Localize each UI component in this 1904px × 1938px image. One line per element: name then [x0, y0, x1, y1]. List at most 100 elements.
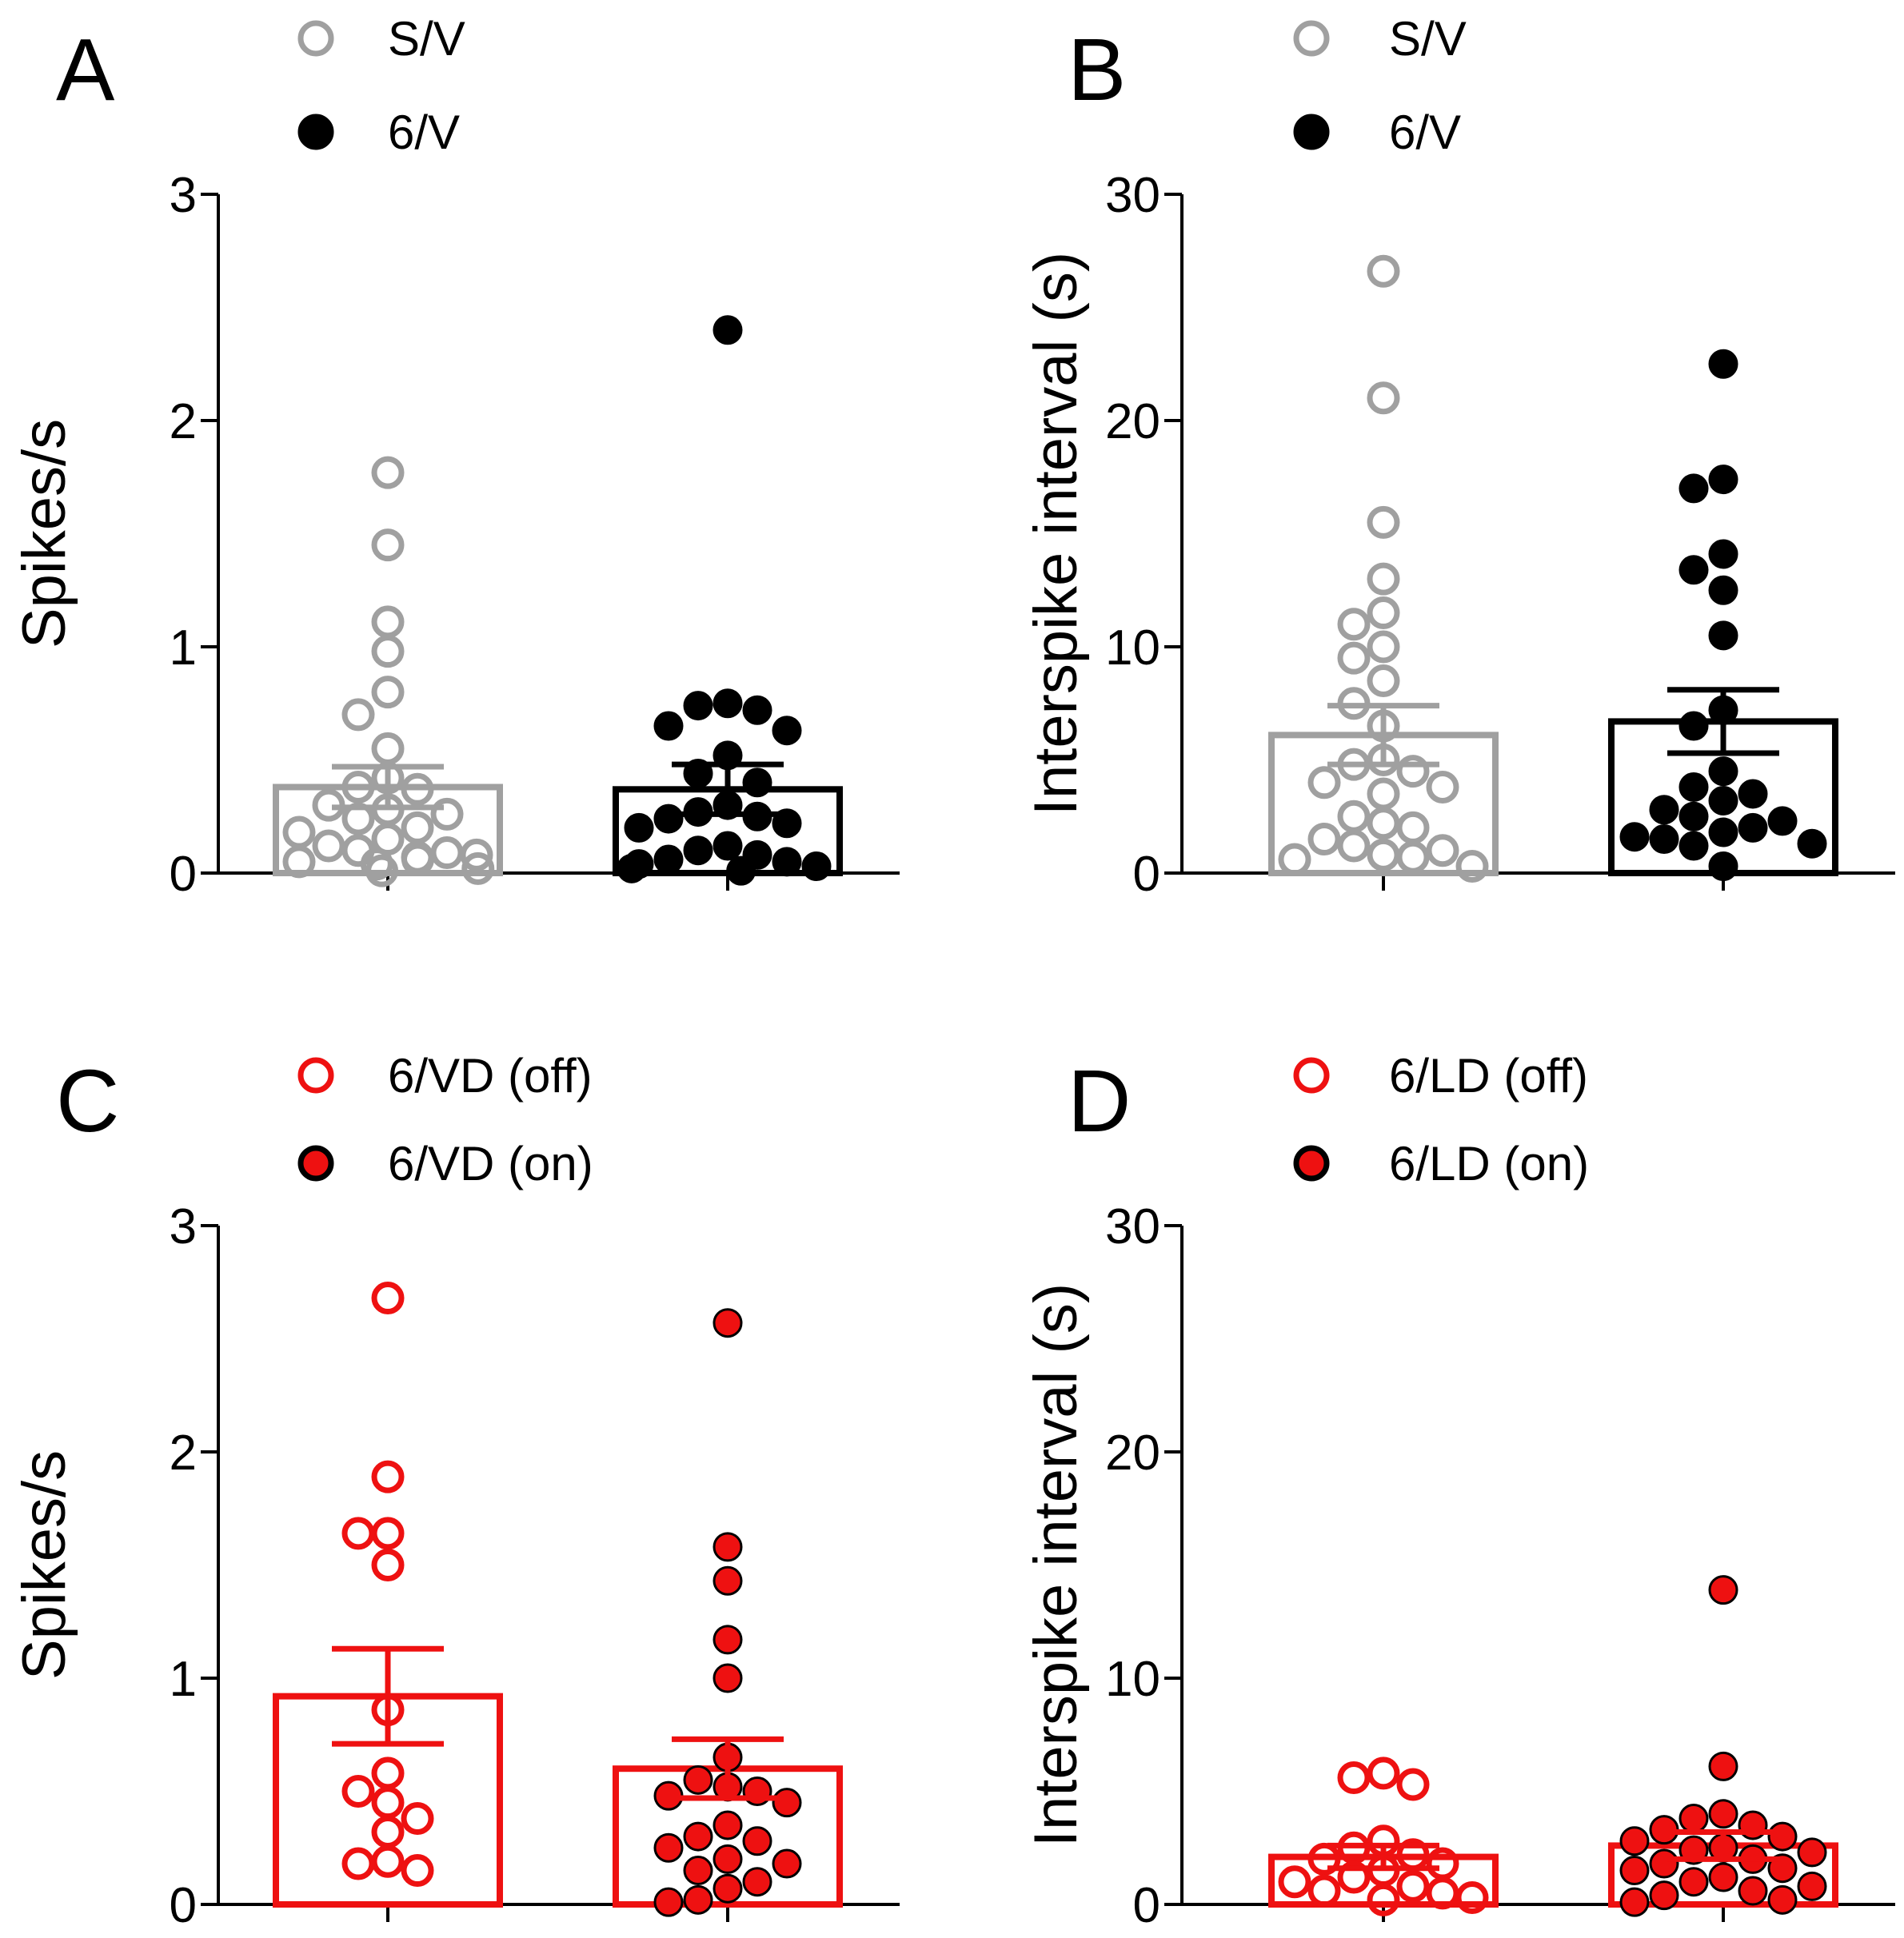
data-point — [744, 1828, 771, 1855]
data-point — [714, 1845, 741, 1872]
data-point — [1710, 1864, 1737, 1891]
legend-marker — [301, 1060, 331, 1091]
data-point — [773, 1850, 800, 1877]
y-tick-label: 30 — [1105, 1199, 1160, 1254]
data-point — [374, 1463, 401, 1490]
data-point — [345, 773, 372, 800]
y-tick-label: 30 — [1105, 168, 1160, 223]
data-point — [618, 855, 645, 882]
legend-marker — [301, 1148, 331, 1178]
data-point — [744, 696, 771, 724]
data-point — [1710, 853, 1737, 880]
data-point — [374, 735, 401, 762]
data-point — [315, 832, 342, 859]
data-point — [1710, 576, 1737, 604]
data-point — [1399, 1872, 1427, 1900]
data-point — [1710, 622, 1737, 649]
legend-label: 6/LD (off) — [1389, 1049, 1588, 1103]
data-point — [374, 1848, 401, 1875]
y-tick-label: 10 — [1105, 1652, 1160, 1707]
y-axis-title: Interspike interval (s) — [1022, 1283, 1090, 1847]
data-point — [714, 1812, 741, 1839]
data-point — [744, 769, 771, 796]
figure: ASpikes/s0123S/V6/VBInterspike interval … — [0, 0, 1904, 1938]
y-tick-label: 20 — [1105, 1426, 1160, 1481]
data-point — [374, 638, 401, 665]
data-point — [285, 848, 313, 875]
y-tick-label: 1 — [170, 1652, 197, 1707]
data-point — [1311, 769, 1338, 796]
data-point — [1399, 1771, 1427, 1798]
panel-A: ASpikes/s0123S/V6/V — [10, 12, 900, 902]
y-tick-label: 1 — [170, 620, 197, 676]
y-tick-label: 3 — [170, 168, 197, 223]
data-point — [655, 846, 682, 873]
data-point — [714, 690, 741, 717]
data-point — [285, 819, 313, 846]
data-point — [655, 1888, 682, 1916]
data-point — [714, 1875, 741, 1902]
legend-marker — [1296, 1148, 1327, 1178]
data-point — [1798, 1839, 1826, 1866]
data-point — [374, 608, 401, 636]
data-point — [374, 1285, 401, 1312]
data-point — [1370, 780, 1397, 808]
data-point — [369, 857, 396, 884]
y-axis-title: Spikes/s — [10, 1450, 78, 1680]
data-point — [1370, 565, 1397, 592]
data-point — [1710, 1800, 1737, 1828]
data-point — [404, 1857, 431, 1884]
data-point — [1710, 1577, 1737, 1604]
y-tick-label: 2 — [170, 1426, 197, 1481]
data-point — [1370, 1886, 1397, 1913]
data-point — [374, 679, 401, 706]
data-point — [404, 776, 431, 803]
data-point — [374, 1760, 401, 1787]
data-point — [773, 1789, 800, 1816]
data-point — [1710, 819, 1737, 846]
data-point — [433, 839, 461, 867]
data-point — [404, 814, 431, 841]
data-point — [1370, 257, 1397, 285]
legend-label: 6/LD (on) — [1389, 1137, 1589, 1190]
panel-B: BInterspike interval (s)0102030S/V6/V — [1022, 12, 1895, 902]
data-point — [1710, 540, 1737, 568]
y-tick-label: 3 — [170, 1199, 197, 1254]
data-point — [374, 1552, 401, 1579]
data-point — [374, 459, 401, 486]
data-point — [1651, 826, 1678, 853]
legend-label: S/V — [1389, 12, 1467, 66]
data-point — [1739, 780, 1766, 808]
data-point — [1739, 1877, 1766, 1904]
panel-letter: B — [1068, 21, 1126, 119]
legend-marker — [301, 23, 331, 54]
data-point — [1710, 350, 1737, 377]
data-point — [625, 814, 653, 841]
data-point — [685, 837, 712, 864]
data-point — [1621, 1888, 1648, 1916]
data-point — [685, 1886, 712, 1913]
data-point — [1769, 1823, 1796, 1850]
data-point — [374, 532, 401, 559]
data-point — [1370, 810, 1397, 837]
legend-marker — [1296, 117, 1327, 147]
data-point — [685, 1823, 712, 1850]
y-tick-label: 10 — [1105, 620, 1160, 676]
data-point — [345, 1778, 372, 1805]
data-point — [465, 855, 492, 882]
data-point — [714, 1533, 741, 1561]
y-axis-title: Spikes/s — [10, 419, 78, 648]
y-tick-label: 0 — [170, 847, 197, 902]
y-tick-label: 0 — [1133, 847, 1160, 902]
data-point — [714, 832, 741, 859]
data-point — [1710, 758, 1737, 785]
panel-letter: A — [56, 21, 115, 119]
data-point — [714, 1567, 741, 1594]
data-point — [1680, 556, 1707, 584]
data-point — [1621, 1828, 1648, 1855]
data-point — [1370, 841, 1397, 868]
data-point — [1370, 600, 1397, 627]
data-point — [1710, 466, 1737, 493]
y-tick-label: 2 — [170, 394, 197, 449]
data-point — [1340, 1765, 1367, 1792]
